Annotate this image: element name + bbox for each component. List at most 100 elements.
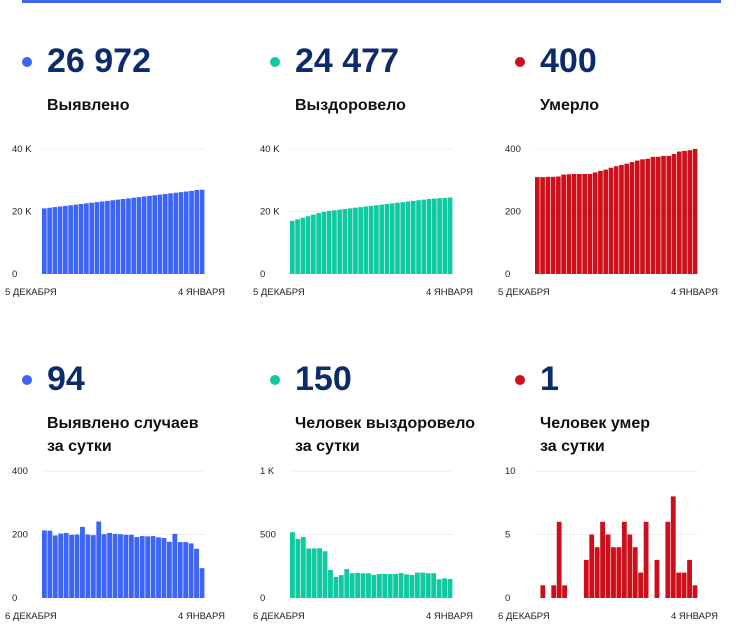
y-tick-label: 500	[260, 530, 276, 541]
bar	[47, 530, 53, 598]
bar	[120, 199, 126, 274]
bar	[540, 585, 546, 598]
bar	[57, 206, 63, 274]
stat-value: 150	[295, 360, 352, 398]
bar	[556, 521, 562, 598]
chart: 0 500 1 K 6 ДЕКАБРЯ 4 ЯНВАРЯ	[253, 466, 473, 622]
x-tick-label: 5 ДЕКАБРЯ	[253, 287, 305, 298]
bar	[300, 217, 306, 274]
bar	[126, 198, 131, 274]
bar	[661, 155, 666, 274]
bar	[592, 172, 598, 274]
bar	[295, 538, 301, 598]
bar	[112, 533, 118, 598]
x-tick-label: 4 ЯНВАРЯ	[426, 287, 473, 298]
bar	[128, 534, 134, 598]
bar	[431, 198, 437, 274]
y-tick-label: 0	[12, 593, 17, 604]
bar	[73, 204, 79, 274]
y-tick-label: 0	[505, 593, 510, 604]
bar	[166, 541, 172, 598]
bar	[387, 573, 393, 598]
chart: 0 200 400 6 ДЕКАБРЯ 4 ЯНВАРЯ	[5, 466, 225, 622]
x-tick-label: 4 ЯНВАРЯ	[178, 611, 225, 622]
bar	[654, 559, 660, 598]
bar	[63, 205, 68, 274]
bar	[600, 521, 606, 598]
stat-value: 24 477	[295, 42, 399, 80]
chart: 0 20 K 40 K 5 ДЕКАБРЯ 4 ЯНВАРЯ	[253, 144, 473, 298]
bar	[442, 578, 447, 598]
bar	[398, 573, 404, 598]
bar	[101, 534, 107, 598]
bar	[344, 569, 350, 598]
bar	[447, 578, 453, 598]
bar	[687, 559, 692, 598]
bar	[118, 534, 123, 598]
bar	[172, 533, 178, 598]
bar	[603, 169, 609, 274]
bar	[437, 198, 442, 274]
bar	[141, 196, 147, 274]
bar	[420, 572, 426, 598]
bar	[328, 570, 333, 598]
bar	[300, 537, 306, 598]
bar	[290, 532, 295, 598]
bar	[110, 200, 116, 274]
bar	[374, 205, 379, 274]
bar	[551, 585, 557, 598]
x-tick-label: 6 ДЕКАБРЯ	[498, 611, 550, 622]
y-tick-label: 10	[505, 466, 516, 477]
bar	[447, 197, 453, 274]
chart: 0 200 400 5 ДЕКАБРЯ 4 ЯНВАРЯ	[498, 144, 718, 298]
y-tick-label: 0	[12, 269, 17, 280]
bar	[52, 535, 58, 598]
bar	[605, 534, 611, 598]
bar	[131, 197, 137, 274]
bar	[173, 192, 179, 274]
x-tick-label: 4 ЯНВАРЯ	[178, 287, 225, 298]
bar	[69, 534, 74, 598]
stat-label: Умерло	[540, 97, 599, 114]
bar	[63, 532, 69, 598]
bar	[421, 199, 427, 274]
y-tick-label: 20 K	[12, 207, 32, 218]
bar	[183, 191, 189, 274]
y-tick-label: 400	[505, 144, 521, 155]
bar	[157, 194, 163, 274]
bar	[162, 194, 168, 274]
bar	[384, 204, 390, 274]
bar	[431, 573, 437, 598]
bar	[74, 534, 80, 598]
y-tick-label: 200	[12, 530, 28, 541]
bar	[616, 547, 622, 598]
bar	[629, 162, 635, 274]
bar	[425, 573, 431, 598]
bar	[311, 548, 317, 598]
bar	[405, 201, 411, 274]
bar	[47, 207, 52, 274]
bar	[682, 150, 687, 274]
bar	[681, 572, 687, 598]
bar	[409, 574, 415, 598]
bar	[363, 206, 369, 274]
bar	[178, 192, 184, 274]
y-tick-label: 200	[505, 207, 521, 218]
bar	[139, 536, 145, 598]
bar	[594, 547, 600, 598]
bar	[90, 535, 96, 598]
bar	[598, 170, 603, 274]
bar	[627, 534, 633, 598]
bar	[338, 575, 344, 598]
bar	[177, 542, 183, 598]
bar	[290, 220, 295, 274]
bar	[332, 210, 337, 274]
bar	[692, 149, 698, 274]
bar	[561, 174, 566, 274]
bar	[645, 158, 651, 274]
bar	[634, 160, 640, 274]
bar	[556, 176, 561, 274]
bar	[156, 537, 161, 598]
bar	[136, 197, 142, 274]
bar	[99, 201, 105, 274]
